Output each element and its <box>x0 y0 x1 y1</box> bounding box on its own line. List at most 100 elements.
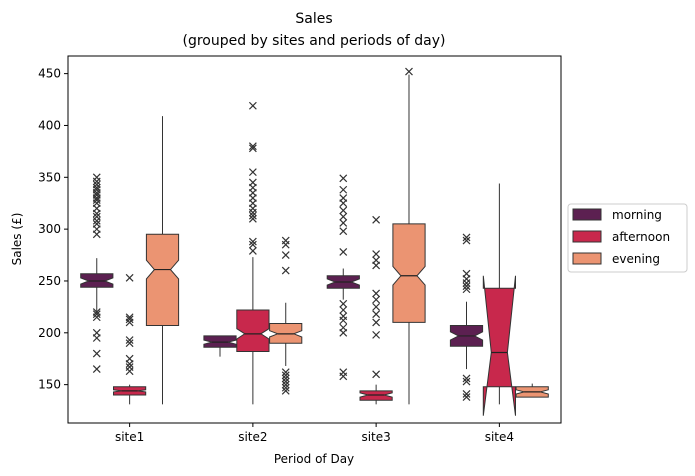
outlier-marker <box>92 310 101 319</box>
x-axis-label: Period of Day <box>274 452 354 466</box>
outlier-marker <box>125 273 134 282</box>
x-axis: site1 site2 site3 site4 <box>115 423 514 444</box>
legend-label: afternoon <box>612 230 670 244</box>
outlier-marker <box>281 368 290 377</box>
outlier-marker <box>372 318 381 327</box>
outlier-marker <box>92 212 101 221</box>
legend-label: evening <box>612 252 660 266</box>
outlier-marker <box>92 183 101 192</box>
outlier-marker <box>281 266 290 275</box>
outlier-marker <box>248 142 257 151</box>
outlier-marker <box>248 240 257 249</box>
outlier-marker <box>339 248 348 256</box>
box-evening-site2 <box>269 236 303 395</box>
x-tick-label: site2 <box>238 430 267 444</box>
outlier-marker <box>339 312 348 321</box>
outlier-marker <box>462 269 471 278</box>
box-afternoon-site3 <box>359 215 393 405</box>
chart-title-line1: Sales <box>295 11 332 27</box>
outlier-marker <box>462 393 471 402</box>
outlier-marker <box>248 178 257 187</box>
outlier-marker <box>372 289 381 298</box>
outlier-marker <box>339 323 348 332</box>
outlier-marker <box>462 285 471 294</box>
box-body <box>482 275 516 416</box>
legend-item-afternoon: afternoon <box>572 230 670 244</box>
outlier-marker <box>125 315 134 324</box>
outlier-marker <box>372 330 381 339</box>
box-evening-site3 <box>392 67 426 405</box>
outlier-marker <box>248 237 257 246</box>
outlier-marker <box>281 251 290 259</box>
x-tick-label: site4 <box>485 430 514 444</box>
outlier-marker <box>372 256 381 265</box>
outlier-marker <box>462 390 471 398</box>
outlier-marker <box>92 365 101 374</box>
legend-item-morning: morning <box>572 208 662 222</box>
outlier-marker <box>372 310 381 319</box>
y-tick-label: 200 <box>38 326 61 340</box>
outlier-marker <box>372 250 381 258</box>
y-tick-label: 400 <box>38 118 61 132</box>
y-axis-label: Sales (£) <box>10 213 24 266</box>
box-evening-site4 <box>515 383 549 398</box>
legend-label: morning <box>612 208 662 222</box>
box-afternoon-site1 <box>113 273 147 405</box>
outlier-marker <box>92 349 101 358</box>
outlier-marker <box>339 368 348 377</box>
box-body <box>145 233 180 326</box>
outlier-marker <box>281 380 290 389</box>
outlier-marker <box>339 218 348 227</box>
outlier-marker <box>248 101 257 110</box>
outlier-marker <box>372 370 381 379</box>
outlier-marker <box>92 328 101 337</box>
outlier-marker <box>462 236 471 245</box>
y-tick-label: 450 <box>38 67 61 81</box>
outlier-marker <box>281 377 290 386</box>
outlier-marker <box>248 168 257 177</box>
y-tick-label: 300 <box>38 222 61 236</box>
outlier-marker <box>339 299 348 308</box>
outlier-marker <box>281 374 290 383</box>
box-evening-site1 <box>145 116 180 405</box>
outlier-marker <box>281 383 290 392</box>
box-morning-site1 <box>80 173 114 374</box>
outlier-marker <box>462 377 471 386</box>
outlier-marker <box>339 227 348 236</box>
outlier-marker <box>372 215 381 224</box>
box-afternoon-site2 <box>236 101 270 405</box>
legend-swatch <box>572 230 602 243</box>
outlier-marker <box>92 180 101 189</box>
outlier-marker <box>339 185 348 194</box>
y-tick-label: 250 <box>38 274 61 288</box>
x-tick-label: site3 <box>361 430 390 444</box>
legend: morning afternoon evening <box>567 203 688 273</box>
legend-swatch <box>572 208 602 221</box>
outlier-marker <box>339 174 348 183</box>
outlier-marker <box>281 386 290 395</box>
box-morning-site2 <box>203 335 237 357</box>
outlier-marker <box>92 308 101 316</box>
box-morning-site3 <box>326 174 360 381</box>
outlier-marker <box>281 371 290 380</box>
outlier-marker <box>405 67 413 76</box>
y-tick-label: 150 <box>38 378 61 392</box>
outlier-marker <box>125 354 134 363</box>
y-axis: 150 200 250 300 350 400 450 <box>38 67 68 392</box>
outlier-marker <box>372 302 381 311</box>
box-morning-site4 <box>449 233 484 402</box>
outlier-marker <box>248 246 257 255</box>
legend-item-evening: evening <box>572 252 660 266</box>
outlier-marker <box>248 144 257 153</box>
outlier-marker <box>339 206 348 215</box>
outlier-marker <box>462 233 471 242</box>
box-afternoon-site4 <box>482 183 516 416</box>
outlier-marker <box>339 212 348 221</box>
outlier-marker <box>125 363 134 371</box>
box-body <box>236 309 270 352</box>
outlier-marker <box>281 236 290 245</box>
chart-title-line2: (grouped by sites and periods of day) <box>182 33 445 49</box>
outlier-marker <box>339 194 348 202</box>
